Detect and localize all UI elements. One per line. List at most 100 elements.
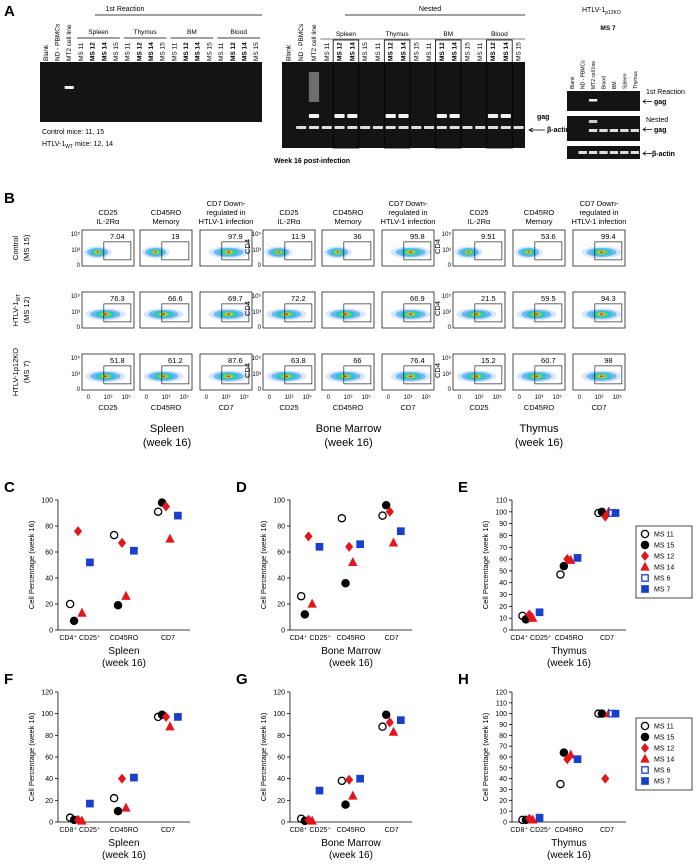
ko-label: 1st Reaction <box>646 89 685 96</box>
point <box>300 610 310 619</box>
point <box>69 616 79 626</box>
y-axis-label: Cell Percentage (week 16) <box>27 520 36 609</box>
gate-value: 63.8 <box>291 356 306 365</box>
gate-value: 9.51 <box>481 232 496 241</box>
legend-label: MS 14 <box>654 757 674 764</box>
y-tick-label: 0 <box>281 628 285 635</box>
column-header: regulated in <box>579 208 618 217</box>
y-tick-label: 80 <box>45 524 53 531</box>
ko-label: gag <box>654 127 666 134</box>
y-tick-label: 0 <box>77 325 81 331</box>
band <box>599 129 608 132</box>
group-label: Thymus <box>386 31 410 38</box>
y-tick-label: 50 <box>499 765 507 772</box>
x-tick-label: CD8⁺ CD25⁺ <box>510 826 552 834</box>
band <box>449 126 460 129</box>
gate <box>343 303 372 323</box>
ko-label: β-actin <box>652 151 675 158</box>
density <box>226 251 231 254</box>
legend-label: MS 12 <box>654 554 674 561</box>
y-tick-label: 90 <box>499 722 507 729</box>
density <box>408 313 413 316</box>
band <box>360 126 371 129</box>
gate-value: 76.4 <box>410 356 425 365</box>
x-tick-label: 10⁵ <box>122 394 132 401</box>
legend-label: MS 15 <box>654 543 674 550</box>
y-tick-label: 50 <box>499 568 507 575</box>
note: HTLV-1WT mice: 12, 14 <box>42 141 113 150</box>
lane-label: Blank <box>570 76 576 89</box>
arrow <box>642 99 652 104</box>
x-tick-label: 0 <box>578 395 582 401</box>
column-header: Memory <box>525 217 552 226</box>
band <box>436 114 447 118</box>
column-header: CD7 Down- <box>580 199 619 208</box>
point <box>337 776 347 786</box>
lane-label: MT2 cell line <box>311 24 318 61</box>
x-tick-label: 10³ <box>104 395 113 401</box>
x-tick-label: CD4⁺ CD25⁺ <box>59 634 101 642</box>
x-tick-label: CD7 <box>600 635 614 642</box>
x-tick-label: 10³ <box>344 395 353 401</box>
gel <box>567 91 640 111</box>
lane-label: MS 11 <box>477 42 484 61</box>
band <box>475 126 486 129</box>
point <box>641 585 649 593</box>
y-tick-label: 60 <box>45 550 53 557</box>
point <box>573 554 582 562</box>
point <box>640 753 650 763</box>
ko-title: HTLV-1p12KO <box>582 7 621 16</box>
density <box>527 251 530 254</box>
y-tick-label: 10³ <box>252 372 261 378</box>
lane-label: MS 11 <box>324 42 331 61</box>
point <box>388 726 399 736</box>
y-tick-label: 100 <box>495 711 507 718</box>
gate <box>221 241 250 261</box>
gate-value: 61.2 <box>168 356 183 365</box>
legend-label: MS 14 <box>654 565 674 572</box>
point <box>348 790 358 800</box>
gate-value: 21.5 <box>481 294 496 303</box>
y-tick-label: 120 <box>273 690 285 697</box>
panel-label: A <box>4 3 15 20</box>
point <box>388 537 399 547</box>
point <box>341 800 350 809</box>
y-tick-label: 10 <box>499 616 507 623</box>
lane-label: MS 14 <box>503 42 510 61</box>
x-tick-label: 10³ <box>162 395 171 401</box>
y-tick-label: 20 <box>45 602 53 609</box>
lane-label: MS 15 <box>160 42 167 61</box>
point <box>153 507 163 516</box>
gate <box>594 241 623 261</box>
y-tick-label: 120 <box>41 690 53 697</box>
lane-label: ND - PBMCs <box>581 60 587 89</box>
point <box>640 721 650 731</box>
row-id: (MS 15) <box>22 234 31 261</box>
group-label: BM <box>187 29 197 36</box>
band <box>620 129 629 132</box>
reaction-title: 1st Reaction <box>106 6 145 13</box>
column-header: CD25 <box>279 208 298 217</box>
density <box>277 251 280 254</box>
gate-value: 87.6 <box>228 356 243 365</box>
y-axis-label: Cell Percentage (week 16) <box>481 712 490 801</box>
lane-label: CD4 <box>433 301 442 316</box>
point <box>86 799 94 808</box>
y-tick-label: 20 <box>45 798 53 805</box>
x-tick-label: 10⁵ <box>240 394 250 401</box>
y-tick-label: 20 <box>277 798 285 805</box>
x-axis-label: CD7 <box>591 403 606 412</box>
lane-label: MS 12 <box>337 42 344 61</box>
y-tick-label: 10³ <box>252 310 261 316</box>
note-text: Control mice: 11, 15 <box>42 129 104 136</box>
gate-value: 53.6 <box>541 232 556 241</box>
density <box>161 375 166 378</box>
point <box>161 711 171 722</box>
x-axis-label: CD45RO <box>524 403 555 412</box>
density <box>284 313 289 316</box>
column-header: regulated in <box>206 208 245 217</box>
point <box>356 540 365 549</box>
note: Control mice: 11, 15 <box>42 129 104 136</box>
y-tick-label: 80 <box>499 533 507 540</box>
